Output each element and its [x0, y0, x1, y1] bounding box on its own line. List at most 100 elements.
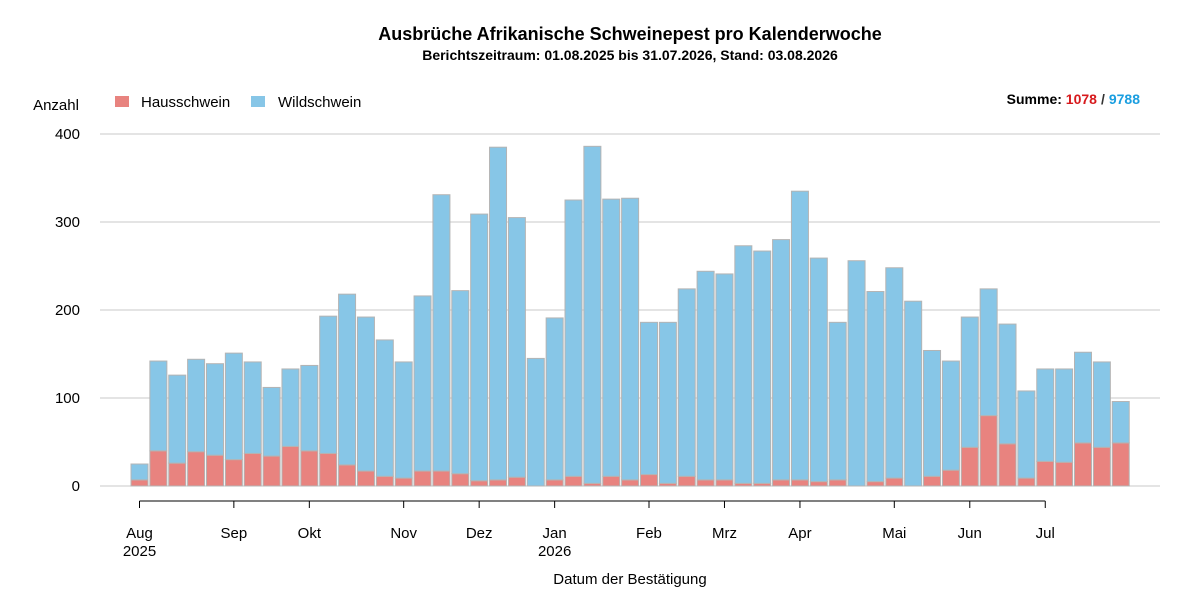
bar-hausschwein: [998, 443, 1017, 487]
x-axis-label: Datum der Bestätigung: [553, 571, 706, 588]
bar-hausschwein: [375, 475, 394, 487]
bar-hausschwein: [885, 477, 904, 487]
bar-hausschwein: [545, 479, 564, 487]
bar-wildschwein: [526, 357, 545, 487]
bar-wildschwein: [885, 267, 904, 479]
x-tick-label: Mrz: [712, 525, 737, 542]
bar-hausschwein: [941, 469, 960, 487]
bar-wildschwein: [866, 291, 885, 483]
x-tick-label: Jul: [1036, 525, 1055, 542]
x-tick-label: Okt: [298, 525, 322, 542]
x-tick-label: Mai: [882, 525, 906, 542]
bar-hausschwein: [205, 454, 224, 487]
bar-wildschwein: [319, 315, 338, 454]
bar-wildschwein: [1092, 361, 1111, 448]
x-tick-year-label: 2026: [538, 543, 571, 560]
bar-hausschwein: [356, 470, 375, 487]
bar-hausschwein: [790, 479, 809, 487]
bar-hausschwein: [1092, 446, 1111, 487]
x-tick-label: Jun: [958, 525, 982, 542]
bar-wildschwein: [205, 363, 224, 456]
legend-swatch-wildschwein: [251, 96, 265, 107]
bar-hausschwein: [696, 479, 715, 487]
bar-wildschwein: [187, 358, 206, 453]
bar-wildschwein: [149, 360, 168, 452]
x-tick-label: Nov: [390, 525, 417, 542]
bar-wildschwein: [224, 352, 243, 461]
bar-wildschwein: [923, 349, 942, 477]
bar-wildschwein: [564, 199, 583, 477]
bar-hausschwein: [809, 481, 828, 487]
x-tick-label: Apr: [788, 525, 811, 542]
bar-hausschwein: [281, 445, 300, 487]
summary-wildschwein-total: 9788: [1109, 91, 1140, 107]
y-tick-label: 300: [55, 214, 80, 231]
bar-hausschwein: [1017, 477, 1036, 487]
bar-hausschwein: [262, 455, 281, 487]
bar-wildschwein: [545, 317, 564, 481]
bar-hausschwein: [1074, 442, 1092, 487]
x-tick-label: Sep: [220, 525, 247, 542]
chart-title: Ausbrüche Afrikanische Schweinepest pro …: [378, 24, 881, 44]
legend-label-hausschwein: Hausschwein: [141, 94, 230, 111]
bar-wildschwein: [338, 293, 357, 466]
bar-wildschwein: [243, 361, 262, 454]
y-tick-label: 0: [72, 478, 80, 495]
bar-hausschwein: [1036, 460, 1055, 487]
bar-wildschwein: [639, 321, 658, 476]
legend: Hausschwein Wildschwein: [115, 94, 361, 111]
bar-hausschwein: [413, 470, 432, 487]
y-axis-label: Anzahl: [33, 97, 79, 114]
bar-hausschwein: [489, 479, 508, 487]
y-tick-labels: 0 100 200 300 400: [55, 126, 80, 495]
summary-hausschwein-total: 1078: [1066, 91, 1097, 107]
bar-wildschwein: [715, 273, 734, 481]
bar-hausschwein: [960, 446, 979, 487]
legend-label-wildschwein: Wildschwein: [278, 94, 361, 111]
bar-wildschwein: [451, 290, 470, 475]
summary-label: Summe:: [1007, 91, 1062, 107]
bar-hausschwein: [639, 474, 658, 487]
bar-wildschwein: [356, 316, 375, 472]
x-tick-label: Jan: [543, 525, 567, 542]
bar-hausschwein: [149, 450, 168, 487]
bar-wildschwein: [734, 245, 753, 484]
bar-wildschwein: [847, 260, 866, 487]
bar-wildschwein: [489, 146, 508, 481]
bars: [130, 145, 1130, 487]
bar-wildschwein: [1036, 368, 1055, 462]
bar-hausschwein: [1111, 442, 1130, 487]
bar-hausschwein: [168, 462, 187, 487]
bar-hausschwein: [319, 452, 338, 487]
bar-hausschwein: [715, 479, 734, 487]
bar-wildschwein: [394, 361, 413, 479]
bar-wildschwein: [507, 217, 526, 478]
bar-wildschwein: [828, 321, 847, 481]
x-tick-label: Dez: [466, 525, 493, 542]
chart-subtitle: Berichtszeitraum: 01.08.2025 bis 31.07.2…: [422, 47, 838, 63]
bar-wildschwein: [998, 323, 1017, 445]
bar-wildschwein: [602, 198, 621, 477]
bar-hausschwein: [772, 479, 791, 487]
y-tick-label: 400: [55, 126, 80, 143]
bar-wildschwein: [583, 145, 602, 484]
bar-hausschwein: [130, 479, 149, 487]
bar-wildschwein: [168, 374, 187, 464]
bar-wildschwein: [979, 288, 998, 417]
bar-wildschwein: [470, 213, 489, 482]
bar-wildschwein: [621, 197, 640, 481]
x-tick-year-label: 2025: [123, 543, 156, 560]
bar-hausschwein: [1055, 461, 1074, 487]
y-tick-label: 100: [55, 390, 80, 407]
bar-hausschwein: [923, 475, 942, 487]
bar-hausschwein: [507, 476, 526, 487]
summary: Summe: 1078/9788: [1007, 91, 1141, 107]
bar-wildschwein: [1055, 368, 1074, 463]
bar-wildschwein: [753, 250, 772, 484]
bar-wildschwein: [1111, 401, 1130, 444]
bar-wildschwein: [904, 300, 923, 487]
bar-wildschwein: [413, 295, 432, 472]
bar-hausschwein: [564, 475, 583, 487]
